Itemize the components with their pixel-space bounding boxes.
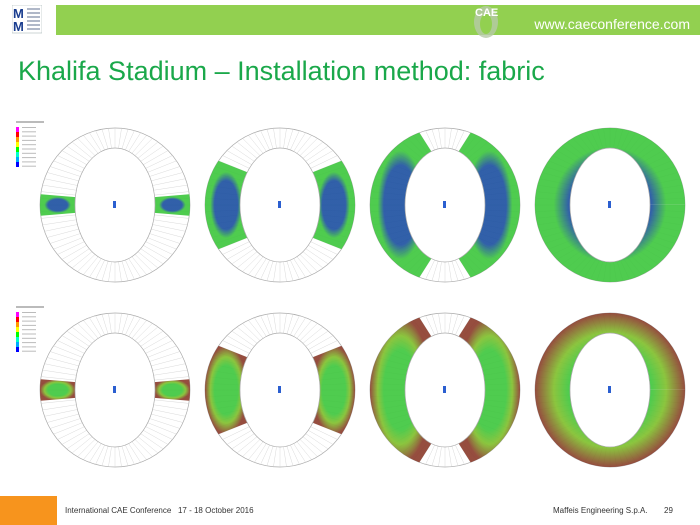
axis-triad-icon xyxy=(113,386,116,393)
svg-text:M: M xyxy=(13,6,24,21)
maffeis-logo: M M xyxy=(12,5,42,34)
axis-triad-icon xyxy=(443,201,446,208)
footer-company: Maffeis Engineering S.p.A. xyxy=(553,506,648,515)
installed-fabric-region xyxy=(312,345,355,435)
contour-legend xyxy=(16,121,44,167)
conference-url: www.caeconference.com xyxy=(534,16,690,32)
axis-triad-icon xyxy=(608,386,611,393)
installed-fabric-region xyxy=(40,194,76,216)
footer-conference: International CAE Conference 17 - 18 Oct… xyxy=(65,506,254,515)
installed-fabric-region xyxy=(370,317,432,463)
installed-fabric-region xyxy=(205,160,248,250)
installed-fabric-region xyxy=(534,312,685,467)
contour-legend xyxy=(16,306,44,352)
installed-fabric-region xyxy=(458,317,520,463)
installed-fabric-region xyxy=(458,132,521,278)
page-number: 29 xyxy=(664,506,673,515)
installed-fabric-region xyxy=(205,345,248,435)
installed-fabric-region xyxy=(154,194,191,216)
cae-logo: CAE xyxy=(474,6,498,38)
installed-fabric-region xyxy=(370,132,432,278)
axis-triad-icon xyxy=(443,386,446,393)
installed-fabric-region xyxy=(154,379,191,401)
footer-orange-block xyxy=(0,496,57,525)
slide-title: Khalifa Stadium – Installation method: f… xyxy=(18,56,545,86)
svg-text:CAE: CAE xyxy=(475,7,498,19)
svg-text:M: M xyxy=(13,19,24,34)
installed-fabric-region xyxy=(40,379,76,401)
installed-fabric-region xyxy=(312,160,355,250)
axis-triad-icon xyxy=(278,386,281,393)
installed-fabric-region xyxy=(535,127,685,282)
axis-triad-icon xyxy=(608,201,611,208)
header-bar: www.caeconference.com xyxy=(56,5,700,35)
axis-triad-icon xyxy=(113,201,116,208)
stadium-fabric-results xyxy=(16,121,686,468)
axis-triad-icon xyxy=(278,201,281,208)
